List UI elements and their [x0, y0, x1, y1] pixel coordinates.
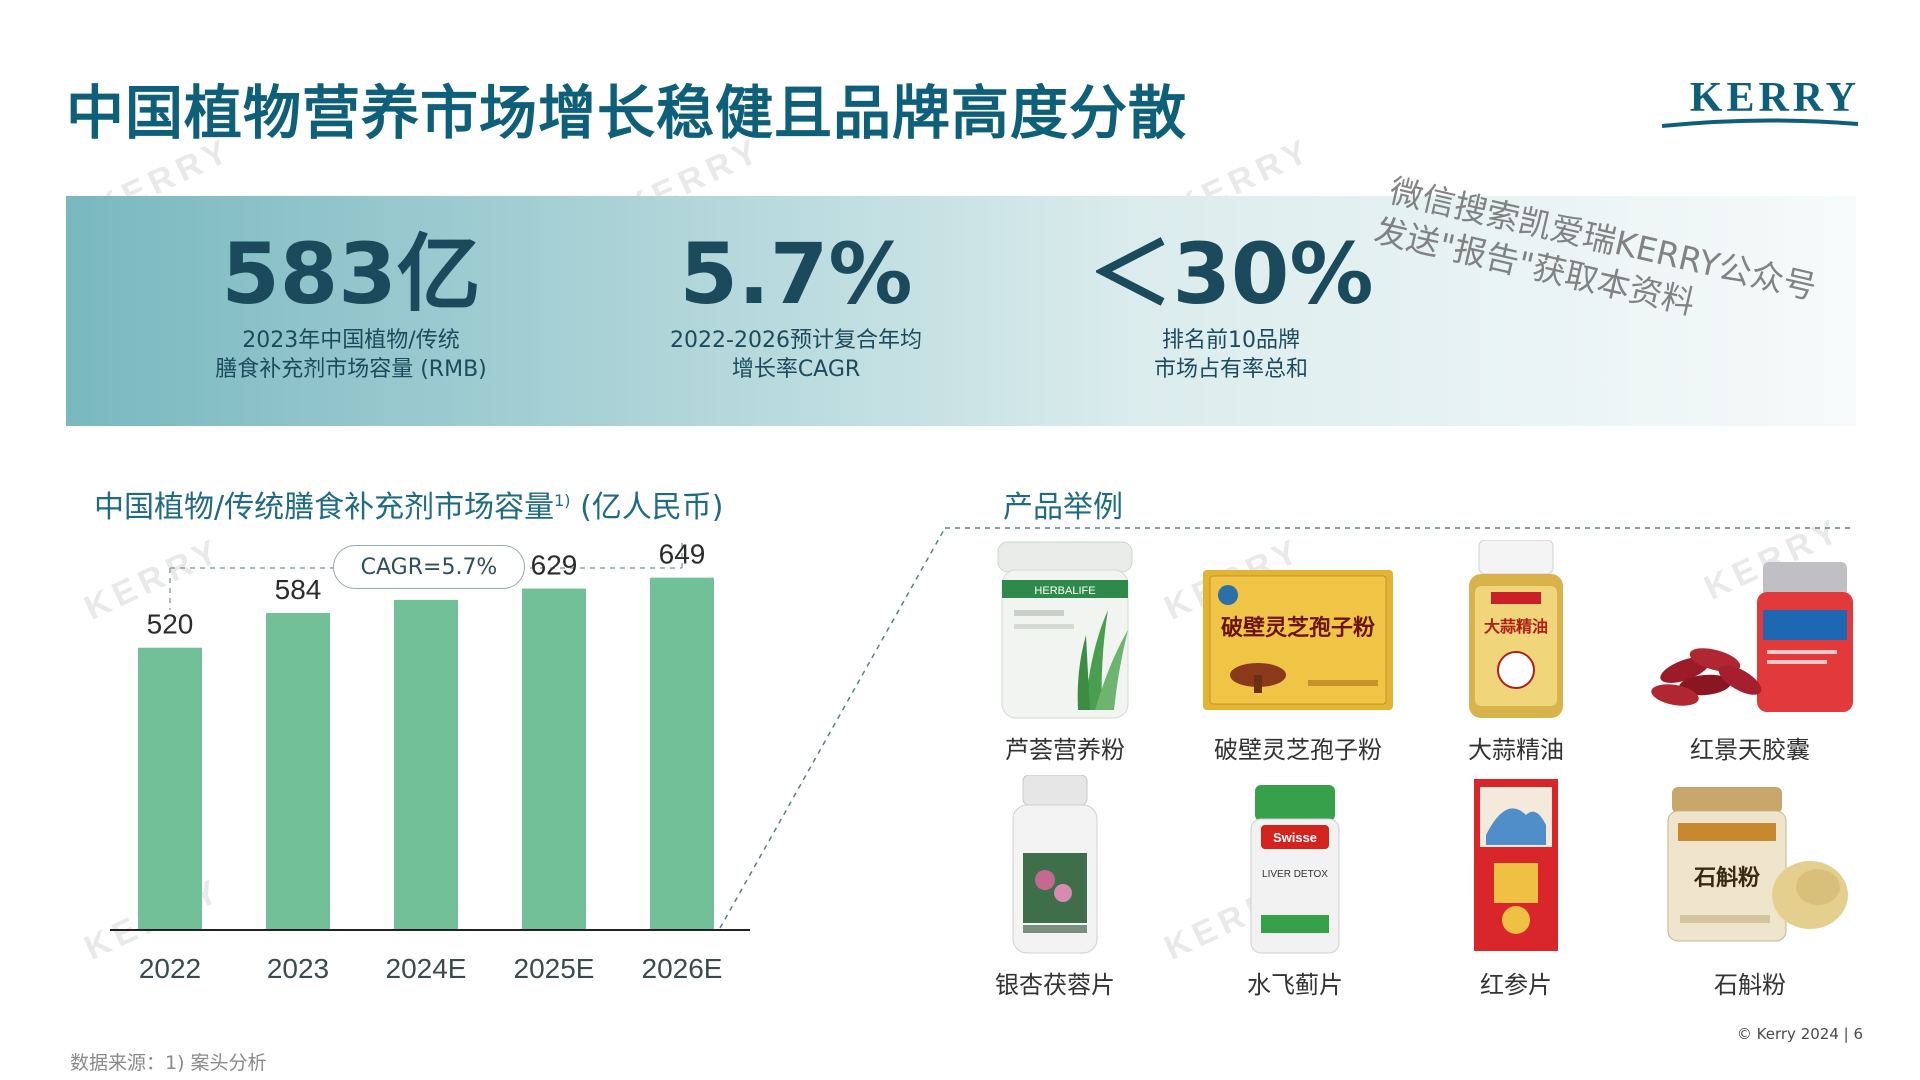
- stat-value: 583亿: [221, 225, 481, 323]
- x-tick-label: 2026E: [642, 953, 723, 984]
- dendrobium-jar-text: 石斛粉: [1693, 865, 1760, 891]
- stat-desc: 2023年中国植物/传统 膳食补充剂市场容量 (RMB): [141, 326, 561, 384]
- chart-title-unit: (亿人民币): [570, 490, 724, 525]
- product-name: 银杏茯蓉片: [995, 971, 1115, 999]
- swisse-sub-text: LIVER DETOX: [1262, 869, 1328, 880]
- garlic-bottle-image: 大蒜精油: [1469, 539, 1563, 718]
- product-name: 大蒜精油: [1468, 736, 1564, 764]
- bar: [522, 588, 586, 930]
- dendrobium-jar-image: 石斛粉: [1667, 787, 1848, 942]
- product-milk-thistle-tablet: Swisse LIVER DETOX 水飞蓟片: [1185, 775, 1405, 1000]
- swisse-bottle-image: Swisse LIVER DETOX: [1250, 785, 1340, 954]
- rhodiola-capsules-image: [1651, 562, 1853, 712]
- stat-desc-line: 增长率CAGR: [731, 357, 861, 382]
- data-label: 584: [275, 574, 322, 605]
- kerry-logo: KERRY: [1660, 74, 1860, 134]
- product-name: 水飞蓟片: [1247, 971, 1343, 999]
- stats-banner: 583亿 2023年中国植物/传统 膳食补充剂市场容量 (RMB) 5.7% 2…: [66, 196, 1856, 426]
- stat-desc-line: 2022-2026预计复合年均: [670, 328, 922, 353]
- page-footer: © Kerry 2024 | 6: [1736, 1025, 1863, 1043]
- swisse-brand-text: Swisse: [1273, 830, 1317, 845]
- chart-title-footnote: 1): [554, 491, 571, 510]
- x-tick-label: 2024E: [386, 953, 467, 984]
- chart-title-text: 中国植物/传统膳食补充剂市场容量: [94, 490, 555, 525]
- ginkgo-bottle-image: [1012, 774, 1098, 954]
- product-aloe-powder: HERBALIFE 芦荟营养粉: [955, 540, 1175, 765]
- garlic-bottle-text: 大蒜精油: [1484, 617, 1548, 636]
- cagr-badge: CAGR=5.7%: [333, 545, 525, 589]
- stat-top10-share: ＜30% 排名前10品牌 市场占有率总和: [1021, 226, 1441, 384]
- chart-title: 中国植物/传统膳食补充剂市场容量1) (亿人民币): [94, 482, 723, 526]
- products-title: 产品举例: [1003, 490, 1123, 525]
- reishi-box-text: 破壁灵芝孢子粉: [1221, 615, 1375, 641]
- data-label: 649: [659, 539, 706, 570]
- x-tick-label: 2025E: [514, 953, 595, 984]
- product-name: 石斛粉: [1714, 971, 1786, 999]
- market-size-bar-chart: 520202258420236082024E6292025E6492026E: [110, 539, 750, 984]
- product-name: 红参片: [1480, 971, 1552, 999]
- product-name: 芦荟营养粉: [1005, 736, 1125, 764]
- product-red-ginseng-tablet: 红参片: [1406, 775, 1626, 1000]
- product-ginkgo-tablet: 银杏茯蓉片: [945, 774, 1165, 1000]
- stat-value: 5.7%: [679, 225, 913, 323]
- stat-desc-line: 2023年中国植物/传统: [242, 328, 460, 353]
- stat-cagr: 5.7% 2022-2026预计复合年均 增长率CAGR: [586, 226, 1006, 384]
- stat-desc-line: 市场占有率总和: [1153, 357, 1308, 382]
- product-rhodiola-capsule: 红景天胶囊: [1640, 540, 1860, 765]
- stat-desc: 2022-2026预计复合年均 增长率CAGR: [586, 326, 1006, 384]
- product-name: 破壁灵芝孢子粉: [1214, 736, 1382, 764]
- x-tick-label: 2022: [139, 953, 201, 984]
- red-ginseng-box-image: [1474, 779, 1558, 951]
- stat-desc-line: 排名前10品牌: [1162, 328, 1300, 353]
- aloe-brand-text: HERBALIFE: [1034, 585, 1095, 597]
- stat-desc: 排名前10品牌 市场占有率总和: [1021, 326, 1441, 384]
- logo-wordmark: KERRY: [1689, 75, 1860, 121]
- source-note: 数据来源：1) 案头分析: [70, 1052, 267, 1074]
- data-label: 629: [531, 550, 578, 581]
- product-name: 红景天胶囊: [1690, 736, 1810, 764]
- bar: [394, 599, 458, 930]
- bar: [266, 612, 330, 930]
- logo-swoosh-icon: [1661, 118, 1859, 128]
- product-garlic-oil: 大蒜精油 大蒜精油: [1406, 539, 1626, 765]
- reishi-box-image: 破壁灵芝孢子粉: [1203, 570, 1393, 710]
- aloe-jar-image: HERBALIFE: [997, 541, 1133, 719]
- bar: [138, 647, 202, 930]
- stat-value: ＜30%: [1088, 225, 1374, 323]
- product-reishi-spore: 破壁灵芝孢子粉 破壁灵芝孢子粉: [1188, 540, 1408, 765]
- page-title: 中国植物营养市场增长稳健且品牌高度分散: [66, 79, 1188, 147]
- stat-market-size: 583亿 2023年中国植物/传统 膳食补充剂市场容量 (RMB): [141, 226, 561, 384]
- product-dendrobium-powder: 石斛粉 石斛粉: [1640, 775, 1860, 1000]
- bar: [650, 577, 714, 930]
- x-tick-label: 2023: [267, 953, 329, 984]
- stat-desc-line: 膳食补充剂市场容量 (RMB): [215, 357, 487, 382]
- data-label: 520: [147, 609, 194, 640]
